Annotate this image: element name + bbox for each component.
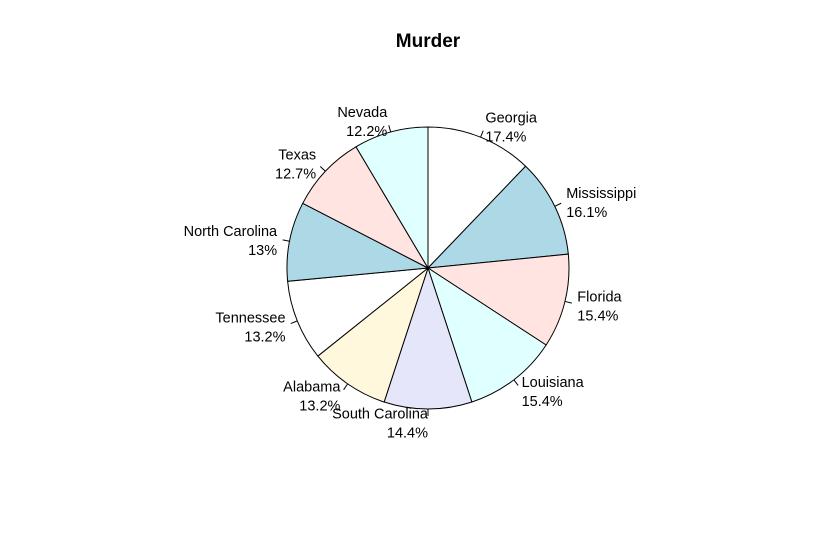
slice-label-tennessee: Tennessee bbox=[215, 311, 285, 327]
slice-label-florida: Florida bbox=[577, 289, 622, 305]
slice-percent-louisiana: 15.4% bbox=[522, 394, 563, 410]
leader-line-georgia bbox=[480, 130, 484, 138]
pie-slices bbox=[286, 126, 570, 410]
leader-line-louisiana bbox=[513, 379, 519, 386]
slice-georgia bbox=[427, 126, 527, 270]
slice-percent-north-carolina: 13% bbox=[248, 243, 277, 259]
slice-percent-florida: 15.4% bbox=[577, 308, 618, 324]
leader-line-alabama bbox=[343, 383, 349, 390]
leader-line-nevada bbox=[388, 125, 392, 133]
leader-line-florida bbox=[564, 300, 572, 304]
pie-labels: Georgia 17.4% Mississippi 16.1% Florida 15.4%… bbox=[184, 105, 637, 442]
slice-label-south-carolina: South Carolina bbox=[332, 407, 429, 423]
slice-label-louisiana: Louisiana bbox=[522, 375, 585, 391]
slice-mississippi bbox=[426, 165, 569, 269]
slice-label-georgia: Georgia bbox=[485, 110, 538, 126]
chart-title: Murder bbox=[396, 31, 461, 52]
slice-percent-south-carolina: 14.4% bbox=[387, 426, 428, 442]
slice-label-texas: Texas bbox=[278, 148, 316, 164]
slice-nevada bbox=[355, 126, 429, 270]
slice-label-north-carolina: North Carolina bbox=[184, 224, 278, 240]
slice-percent-tennessee: 13.2% bbox=[244, 330, 285, 346]
slice-label-nevada: Nevada bbox=[337, 105, 388, 121]
leader-line-texas bbox=[319, 166, 326, 172]
slice-label-alabama: Alabama bbox=[283, 379, 341, 395]
slice-percent-mississippi: 16.1% bbox=[566, 205, 607, 221]
slice-tennessee bbox=[287, 267, 430, 357]
slice-north-carolina bbox=[286, 202, 430, 282]
slice-percent-texas: 12.7% bbox=[275, 167, 316, 183]
slice-percent-nevada: 12.2% bbox=[346, 124, 387, 140]
slice-percent-georgia: 17.4% bbox=[485, 129, 526, 145]
slice-percent-alabama: 13.2% bbox=[299, 398, 340, 414]
leader-line-north-carolina bbox=[282, 239, 290, 242]
slice-label-mississippi: Mississippi bbox=[566, 186, 636, 202]
leader-line-mississippi bbox=[554, 202, 562, 207]
leader-line-tennessee bbox=[290, 320, 298, 324]
slice-alabama bbox=[317, 266, 429, 403]
